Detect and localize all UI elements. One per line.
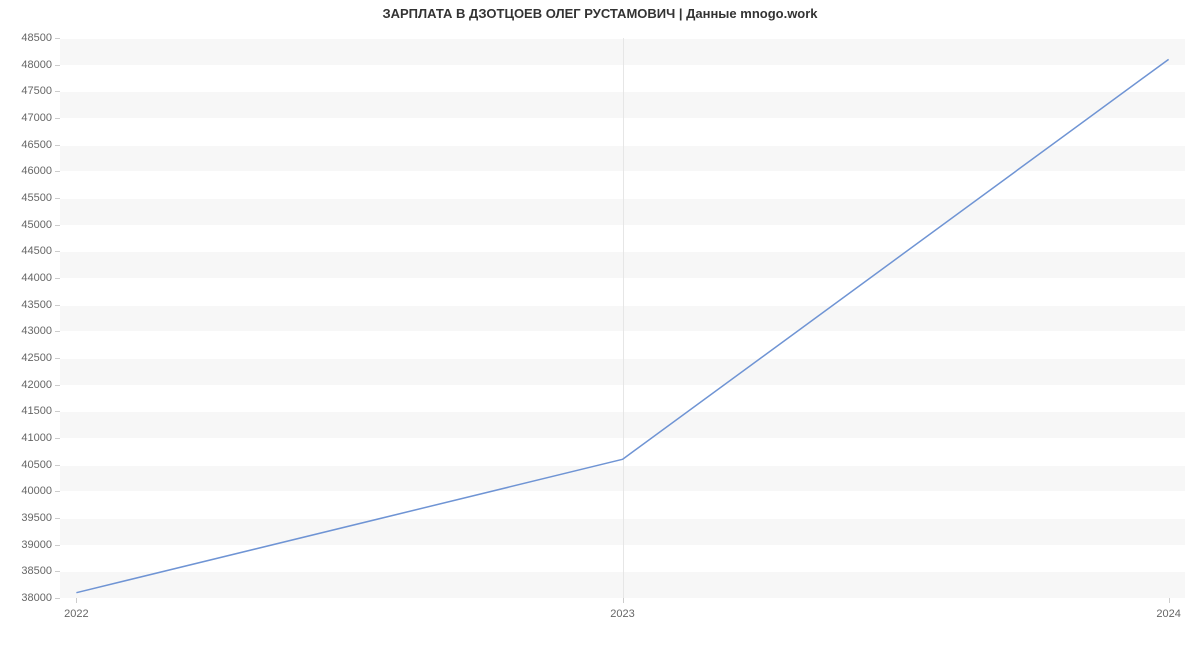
plot-area: 3800038500390003950040000405004100041500… (60, 38, 1185, 598)
y-tick-label: 47000 (12, 112, 52, 124)
y-tick-label: 48000 (12, 59, 52, 71)
y-tick-label: 39500 (12, 512, 52, 524)
y-tick-label: 45500 (12, 192, 52, 204)
y-tick-label: 41500 (12, 405, 52, 417)
line-layer (60, 38, 1185, 598)
x-tick-mark (76, 598, 77, 603)
y-tick-label: 39000 (12, 539, 52, 551)
y-tick-label: 40500 (12, 459, 52, 471)
y-tick-label: 38000 (12, 592, 52, 604)
chart-container: ЗАРПЛАТА В ДЗОТЦОЕВ ОЛЕГ РУСТАМОВИЧ | Да… (0, 0, 1200, 650)
x-tick-mark (623, 598, 624, 603)
y-tick-label: 44000 (12, 272, 52, 284)
y-tick-label: 44500 (12, 245, 52, 257)
y-tick-label: 43000 (12, 325, 52, 337)
y-tick-label: 48500 (12, 32, 52, 44)
x-tick-label: 2022 (64, 608, 88, 620)
x-tick-label: 2023 (610, 608, 634, 620)
y-tick-label: 42000 (12, 379, 52, 391)
y-tick-mark (55, 598, 60, 599)
y-tick-label: 47500 (12, 85, 52, 97)
y-tick-label: 40000 (12, 485, 52, 497)
y-tick-label: 38500 (12, 565, 52, 577)
y-tick-label: 46500 (12, 139, 52, 151)
y-tick-label: 42500 (12, 352, 52, 364)
chart-title: ЗАРПЛАТА В ДЗОТЦОЕВ ОЛЕГ РУСТАМОВИЧ | Да… (0, 6, 1200, 21)
y-tick-label: 41000 (12, 432, 52, 444)
x-tick-mark (1169, 598, 1170, 603)
y-tick-label: 46000 (12, 165, 52, 177)
series-salary (76, 59, 1168, 592)
y-tick-label: 45000 (12, 219, 52, 231)
y-tick-label: 43500 (12, 299, 52, 311)
x-tick-label: 2024 (1156, 608, 1180, 620)
